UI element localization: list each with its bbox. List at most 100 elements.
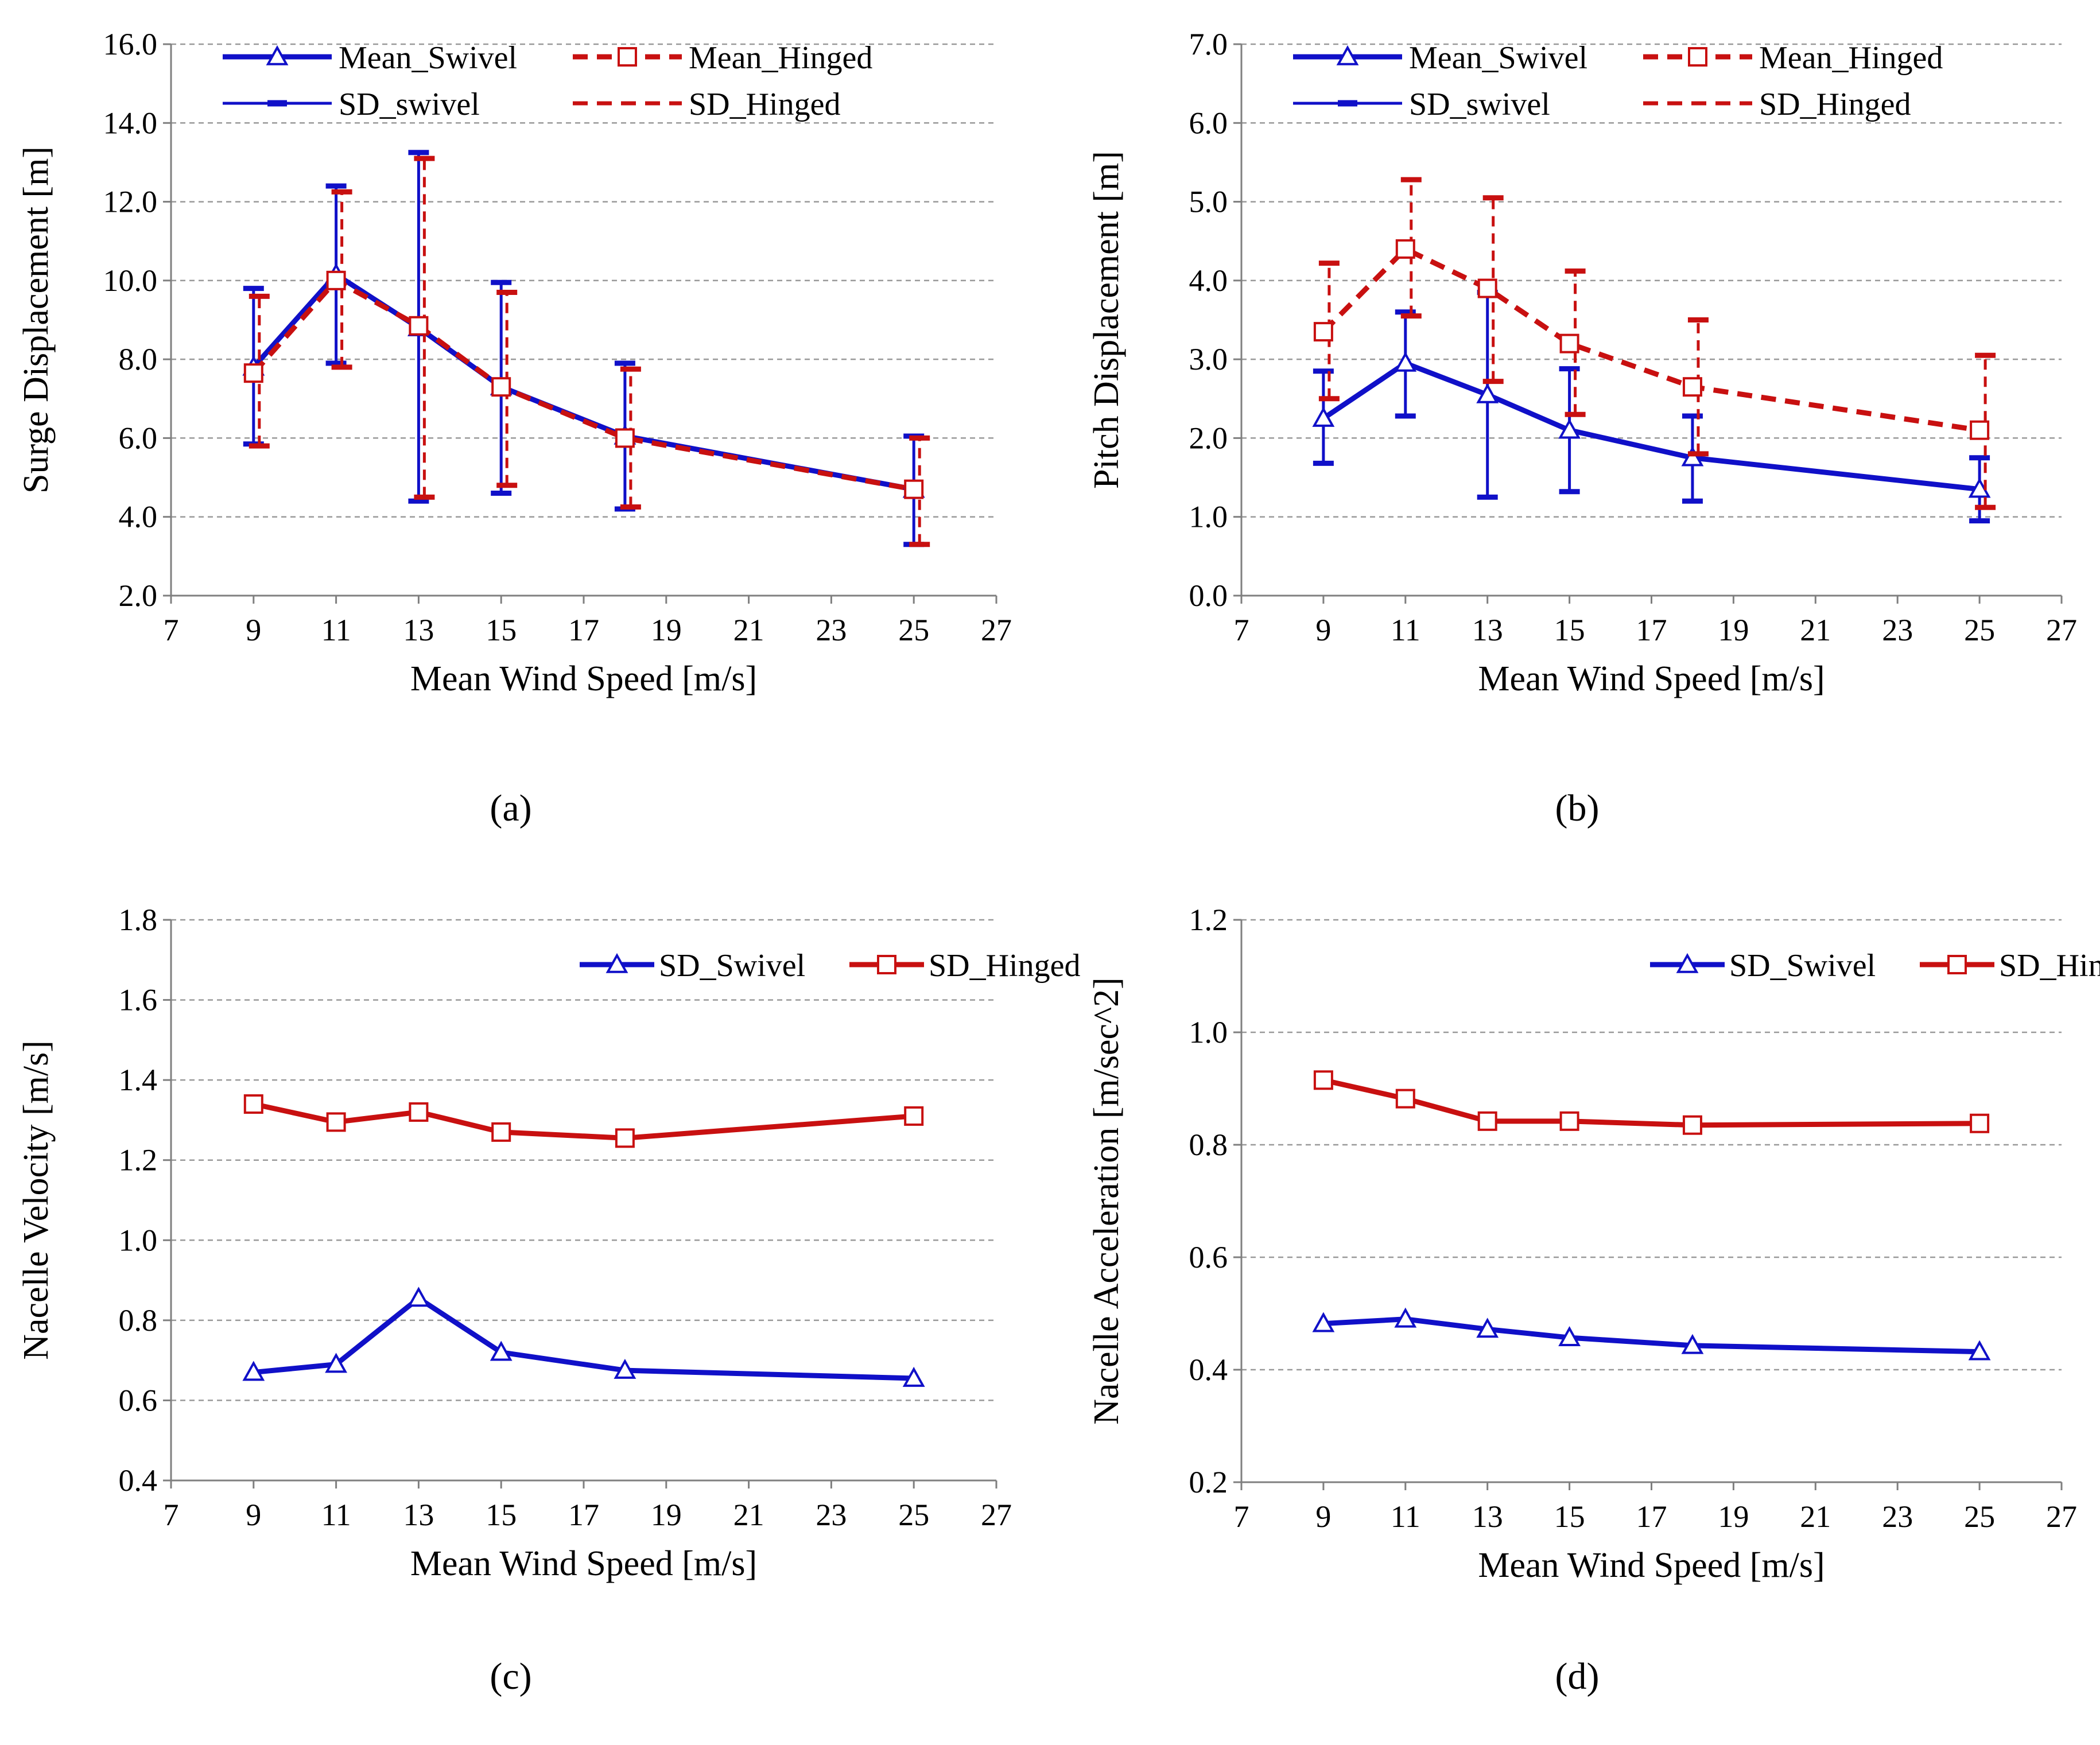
chart-c: 0.4 0.6 0.8 1.0 1.2 1.4 1.6 1.8 7 9 11 13 15 17 19 21 23… — [17, 903, 1080, 1697]
x-tick-label: 27 — [981, 613, 1012, 647]
y-tick-label: 12.0 — [103, 185, 158, 219]
data-point — [1476, 383, 1499, 403]
y-tick-label: 1.2 — [1189, 903, 1228, 937]
y-tick-label: 0.6 — [1189, 1240, 1228, 1274]
legend-entry: SD_Hinged — [1920, 948, 2100, 984]
x-tick-label: 11 — [1391, 1499, 1420, 1534]
x-tick-label: 27 — [981, 1498, 1012, 1532]
x-tick-label: 13 — [1472, 613, 1503, 647]
legend-marker — [618, 47, 637, 67]
y-axis-label: Surge Displacement [m] — [17, 146, 56, 493]
legend-label: Mean_Hinged — [689, 40, 872, 76]
series-mean-swivel — [1312, 289, 1991, 524]
x-tick-label: 21 — [733, 1498, 764, 1532]
legend-marker — [1676, 953, 1699, 973]
series-line — [251, 278, 914, 492]
data-point — [902, 1366, 925, 1387]
y-tick-label: 0.4 — [119, 1463, 158, 1498]
x-tick-label: 13 — [403, 613, 434, 647]
x-tick-label: 23 — [816, 1498, 847, 1532]
legend-label: SD_Hinged — [1999, 948, 2100, 984]
series-mean-hinged — [1313, 177, 1996, 510]
legend-label: SD_Swivel — [659, 948, 805, 984]
data-point — [325, 1353, 347, 1373]
x-tick-label: 7 — [164, 613, 179, 647]
legend-marker — [1688, 47, 1707, 67]
x-tick-label: 19 — [651, 1498, 682, 1532]
x-tick-label: 15 — [1554, 1499, 1585, 1534]
legend-entry: SD_Hinged — [1643, 87, 1911, 122]
data-point — [904, 479, 924, 499]
series-mean-hinged — [243, 156, 930, 547]
data-point — [1970, 420, 1990, 440]
legend-label: Mean_Swivel — [339, 40, 517, 76]
legend-marker — [605, 953, 628, 973]
data-point — [1681, 1334, 1704, 1354]
legend-label: SD_swivel — [339, 87, 480, 122]
x-tick-label: 15 — [1554, 613, 1585, 647]
data-point — [1970, 1113, 1990, 1133]
series-sd-swivel — [242, 1287, 925, 1387]
data-point — [1681, 446, 1704, 467]
x-tick-label: 25 — [1964, 613, 1995, 647]
legend-entry: Mean_Swivel — [223, 40, 517, 76]
data-point — [1313, 1070, 1333, 1090]
series-line — [253, 1295, 914, 1381]
y-tick-label: 10.0 — [103, 263, 158, 298]
legend-label: SD_Swivel — [1729, 948, 1876, 984]
y-tick-label: 1.2 — [119, 1143, 158, 1177]
data-point — [1558, 418, 1581, 439]
y-tick-label: 5.0 — [1189, 185, 1228, 219]
x-tick-label: 9 — [1315, 613, 1331, 647]
data-point — [1558, 1326, 1581, 1346]
legend: SD_Swivel SD_Hinged — [1650, 948, 2100, 984]
data-point — [615, 428, 635, 448]
x-tick-label: 11 — [1391, 613, 1420, 647]
x-tick-label: 21 — [733, 613, 764, 647]
data-point — [1312, 406, 1335, 427]
legend: Mean_Swivel Mean_Hinged SD_swivel SD_Hinged — [1293, 40, 1943, 122]
panel-caption: (a) — [490, 787, 531, 829]
y-axis-label: Nacelle Acceleration [m/sec^2] — [1087, 977, 1126, 1425]
data-point — [1476, 1318, 1499, 1338]
data-point — [243, 1094, 263, 1114]
series-sd-swivel — [1312, 1307, 1991, 1361]
data-point — [1477, 278, 1497, 298]
legend-entry: SD_Swivel — [580, 948, 805, 984]
chart-d: 0.2 0.4 0.6 0.8 1.0 1.2 7 9 11 13 15 17 19 21 23 25 27 Me… — [1087, 903, 2100, 1697]
x-tick-label: 19 — [1718, 1499, 1749, 1534]
data-point — [1313, 322, 1333, 342]
x-tick-label: 13 — [403, 1498, 434, 1532]
y-tick-label: 3.0 — [1189, 342, 1228, 376]
x-tick-label: 7 — [164, 1498, 179, 1532]
y-tick-label: 6.0 — [119, 421, 158, 455]
legend-entry: SD_Hinged — [573, 87, 840, 122]
legend-entry: SD_swivel — [1293, 87, 1550, 122]
series-line — [1322, 1077, 1980, 1128]
series-line — [1323, 1316, 1980, 1355]
data-point — [326, 270, 346, 290]
legend-entry: SD_swivel — [223, 87, 480, 122]
series-line — [1321, 246, 1980, 433]
y-tick-label: 7.0 — [1189, 27, 1228, 61]
series-sd-hinged — [243, 1094, 924, 1148]
y-tick-label: 1.0 — [1189, 500, 1228, 534]
x-tick-label: 11 — [321, 613, 351, 647]
data-point — [614, 1358, 636, 1379]
y-tick-label: 1.0 — [119, 1223, 158, 1257]
x-axis-label: Mean Wind Speed [m/s] — [1478, 1546, 1825, 1585]
data-point — [409, 1102, 429, 1122]
series-line — [1322, 360, 1980, 492]
legend-entry: SD_Hinged — [849, 948, 1080, 984]
panel-caption: (b) — [1555, 787, 1600, 829]
x-axis-label: Mean Wind Speed [m/s] — [410, 1544, 757, 1583]
y-tick-label: 1.0 — [1189, 1015, 1228, 1050]
x-tick-label: 15 — [486, 1498, 517, 1532]
x-tick-label: 25 — [898, 1498, 929, 1532]
legend-entry: Mean_Swivel — [1293, 40, 1587, 76]
data-point — [1477, 1111, 1497, 1131]
legend-entry: SD_Swivel — [1650, 948, 1876, 984]
x-tick-label: 17 — [1636, 1499, 1667, 1534]
data-point — [1682, 1115, 1702, 1135]
x-tick-label: 21 — [1800, 1499, 1831, 1534]
